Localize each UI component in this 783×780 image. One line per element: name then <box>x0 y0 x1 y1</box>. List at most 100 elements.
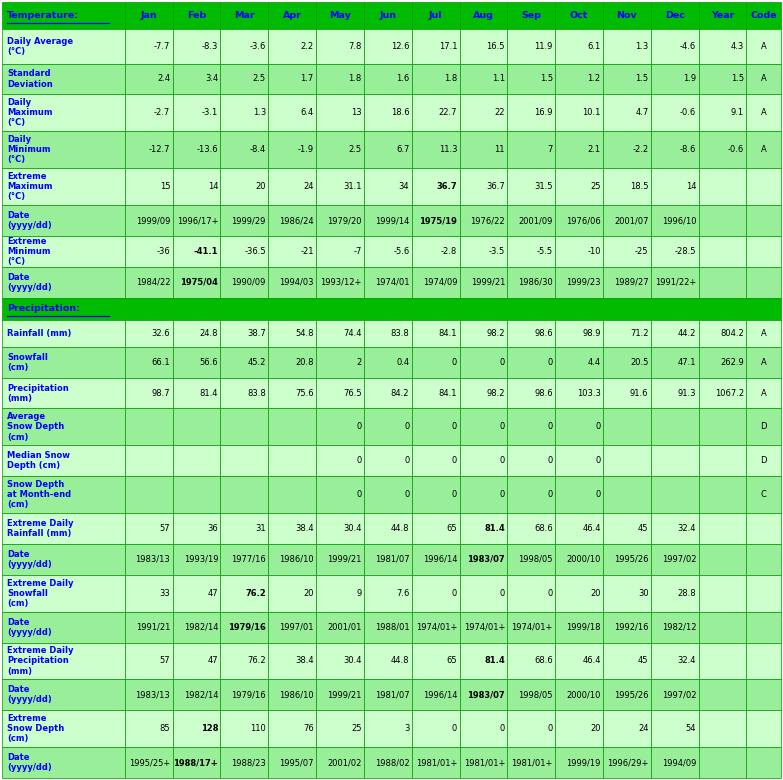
Bar <box>316 236 364 267</box>
Bar <box>221 575 269 612</box>
Bar <box>651 643 698 679</box>
Bar <box>2 347 124 378</box>
Text: 28.8: 28.8 <box>677 589 696 597</box>
Bar <box>746 445 781 477</box>
Text: 1979/16: 1979/16 <box>228 622 266 632</box>
Bar <box>221 612 269 643</box>
Text: 7.8: 7.8 <box>348 41 362 51</box>
Text: 2.5: 2.5 <box>253 74 266 83</box>
Text: 1996/10: 1996/10 <box>662 216 696 225</box>
Text: Date
(yyyy/dd): Date (yyyy/dd) <box>7 686 52 704</box>
Bar <box>698 236 746 267</box>
Bar <box>460 64 507 94</box>
Bar <box>2 131 124 168</box>
Bar <box>746 477 781 513</box>
Text: 0: 0 <box>547 725 553 733</box>
Text: 25: 25 <box>590 183 601 191</box>
Text: 4.4: 4.4 <box>587 358 601 367</box>
Bar <box>603 711 651 747</box>
Text: 1974/01+: 1974/01+ <box>416 622 457 632</box>
Bar <box>221 477 269 513</box>
Bar <box>124 643 173 679</box>
Bar <box>555 347 603 378</box>
Bar <box>507 544 555 575</box>
Bar <box>364 131 412 168</box>
Text: 1976/06: 1976/06 <box>566 216 601 225</box>
Bar <box>698 267 746 298</box>
Text: Date
(yyyy/dd): Date (yyyy/dd) <box>7 753 52 772</box>
Bar <box>221 29 269 64</box>
Bar <box>603 747 651 778</box>
Bar <box>173 29 221 64</box>
Text: 0: 0 <box>547 456 553 466</box>
Bar <box>412 2 460 29</box>
Bar <box>460 2 507 29</box>
Text: 11.3: 11.3 <box>438 145 457 154</box>
Bar <box>173 747 221 778</box>
Text: Extreme
Snow Depth
(cm): Extreme Snow Depth (cm) <box>7 714 64 743</box>
Bar <box>316 409 364 445</box>
Text: 44.8: 44.8 <box>391 657 410 665</box>
Bar <box>2 378 124 409</box>
Text: -7.7: -7.7 <box>154 41 170 51</box>
Bar <box>173 347 221 378</box>
Bar <box>269 131 316 168</box>
Text: 0: 0 <box>500 456 505 466</box>
Text: Apr: Apr <box>283 11 301 20</box>
Text: 1998/05: 1998/05 <box>518 690 553 700</box>
Bar <box>412 747 460 778</box>
Text: 1996/29+: 1996/29+ <box>607 758 648 767</box>
Bar <box>269 643 316 679</box>
Text: -28.5: -28.5 <box>675 247 696 256</box>
Text: Snow Depth
at Month-end
(cm): Snow Depth at Month-end (cm) <box>7 480 71 509</box>
Bar <box>651 612 698 643</box>
Text: 66.1: 66.1 <box>152 358 170 367</box>
Text: 68.6: 68.6 <box>534 524 553 533</box>
Text: Code: Code <box>750 11 777 20</box>
Bar <box>2 64 124 94</box>
Text: 1.8: 1.8 <box>348 74 362 83</box>
Text: 1.5: 1.5 <box>731 74 744 83</box>
Bar <box>651 168 698 205</box>
Bar <box>746 544 781 575</box>
Bar <box>507 347 555 378</box>
Bar <box>603 378 651 409</box>
Bar <box>124 205 173 236</box>
Bar <box>364 679 412 711</box>
Bar <box>698 131 746 168</box>
Bar <box>507 445 555 477</box>
Text: 1979/16: 1979/16 <box>231 690 266 700</box>
Bar <box>412 64 460 94</box>
Text: -36.5: -36.5 <box>244 247 266 256</box>
Bar <box>507 409 555 445</box>
Bar <box>651 711 698 747</box>
Bar <box>364 477 412 513</box>
Text: 1.1: 1.1 <box>492 74 505 83</box>
Text: 91.3: 91.3 <box>678 388 696 398</box>
Text: -4.6: -4.6 <box>680 41 696 51</box>
Text: 2000/10: 2000/10 <box>566 690 601 700</box>
Text: 1983/13: 1983/13 <box>135 690 170 700</box>
Bar <box>316 711 364 747</box>
Bar <box>2 445 124 477</box>
Text: 1999/29: 1999/29 <box>232 216 266 225</box>
Text: 24: 24 <box>303 183 314 191</box>
Text: -8.6: -8.6 <box>680 145 696 154</box>
Bar <box>746 168 781 205</box>
Bar <box>603 643 651 679</box>
Bar <box>173 64 221 94</box>
Bar <box>746 267 781 298</box>
Text: 1983/07: 1983/07 <box>467 555 505 564</box>
Bar <box>507 2 555 29</box>
Bar <box>269 409 316 445</box>
Text: 1999/21: 1999/21 <box>471 278 505 287</box>
Bar <box>698 409 746 445</box>
Text: 17.1: 17.1 <box>438 41 457 51</box>
Bar <box>603 445 651 477</box>
Text: 1981/01+: 1981/01+ <box>416 758 457 767</box>
Bar <box>460 378 507 409</box>
Text: 1995/26: 1995/26 <box>614 690 648 700</box>
Text: 1983/07: 1983/07 <box>467 690 505 700</box>
Text: 56.6: 56.6 <box>200 358 218 367</box>
Bar <box>746 321 781 347</box>
